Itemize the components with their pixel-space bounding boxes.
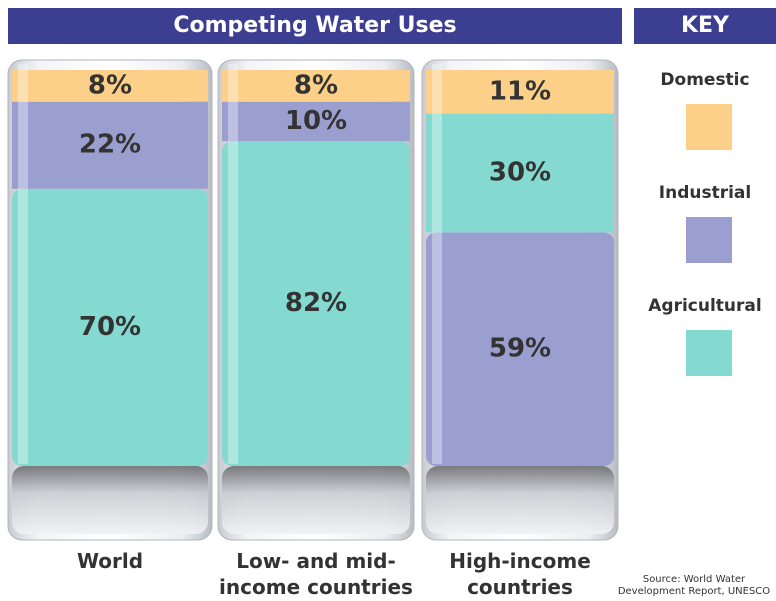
value-label: 82%: [285, 288, 347, 318]
glass-base: [222, 466, 410, 534]
bar-segment: [12, 70, 208, 102]
category-label: Low- and mid-income countries: [219, 549, 413, 599]
bar-segment: [222, 70, 410, 102]
category-label: World: [76, 549, 144, 573]
legend-label: Agricultural: [648, 296, 762, 316]
value-label: 10%: [285, 106, 347, 136]
key-title: KEY: [634, 8, 776, 44]
value-label: 70%: [79, 312, 141, 342]
source-note: Source: World Water Development Report, …: [617, 574, 771, 597]
legend-swatch: [686, 330, 732, 376]
legend-label: Domestic: [660, 70, 750, 90]
value-label: 30%: [489, 157, 551, 187]
value-label: 11%: [489, 76, 551, 106]
value-label: 8%: [294, 70, 338, 100]
legend-label: Industrial: [658, 183, 752, 203]
legend-swatch: [686, 104, 732, 150]
glass-shine: [432, 64, 442, 464]
category-label: High-income countries: [449, 549, 591, 599]
bar-segment: [12, 188, 208, 467]
value-label: 59%: [489, 334, 551, 364]
chart-title: Competing Water Uses: [8, 8, 622, 44]
glass-shine: [18, 64, 28, 464]
bar-segment: [426, 70, 614, 114]
value-label: 22%: [79, 130, 141, 160]
bar-segment: [12, 101, 208, 189]
glass-base: [426, 466, 614, 534]
bar-segment: [222, 141, 410, 466]
bar-segment: [426, 232, 614, 466]
legend-swatch: [686, 217, 732, 263]
bar-segment: [426, 113, 614, 233]
glass-shine: [228, 64, 238, 464]
value-label: 8%: [88, 70, 132, 100]
bar-segment: [222, 101, 410, 142]
glass-base: [12, 466, 208, 534]
